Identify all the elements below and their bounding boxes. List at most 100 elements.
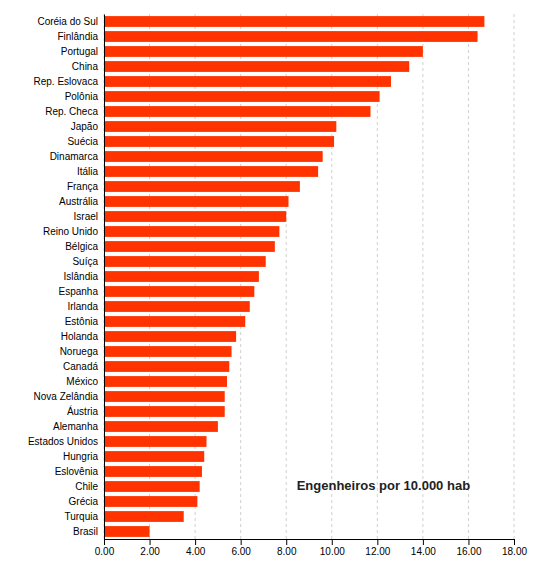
y-tick: Suíça — [72, 256, 98, 267]
x-tick-mark — [286, 539, 287, 545]
bar — [104, 196, 289, 207]
x-tick-mark — [241, 539, 242, 545]
y-tick: Finlândia — [57, 31, 98, 42]
y-tick-label: Irlanda — [67, 301, 98, 312]
y-tick: Alemanha — [53, 421, 98, 432]
y-axis-line — [104, 15, 105, 540]
y-tick: Coréia do Sul — [37, 16, 98, 27]
y-tick: Hungria — [63, 451, 98, 462]
y-tick: Estônia — [65, 316, 99, 327]
bar — [104, 376, 227, 387]
bar — [104, 526, 150, 537]
x-axis-line — [105, 540, 515, 546]
y-tick: Japão — [71, 121, 99, 132]
y-tick: Israel — [74, 211, 98, 222]
bar — [104, 151, 323, 162]
bar — [104, 256, 266, 267]
y-tick: Portugal — [61, 46, 98, 57]
bar — [104, 61, 409, 72]
x-tick: 18.00 — [502, 539, 527, 557]
bar — [104, 346, 232, 357]
bar — [104, 46, 423, 57]
bars — [104, 16, 484, 537]
x-tick: 8.00 — [277, 539, 297, 557]
y-tick-label: Islândia — [64, 271, 99, 282]
annotation: Engenheiros por 10.000 hab — [297, 478, 470, 493]
bar — [104, 181, 300, 192]
y-tick-label: Austrália — [59, 196, 98, 207]
y-tick-label: Itália — [77, 166, 99, 177]
bar — [104, 91, 380, 102]
y-tick: Austrália — [59, 196, 98, 207]
x-tick-label: 2.00 — [140, 546, 160, 557]
grid-line — [468, 14, 469, 539]
bar — [104, 451, 204, 462]
y-tick-label: Israel — [74, 211, 98, 222]
y-tick-label: Holanda — [61, 331, 99, 342]
grid — [104, 14, 514, 539]
y-tick: Dinamarca — [50, 151, 99, 162]
bar — [104, 286, 254, 297]
x-tick: 2.00 — [140, 539, 160, 557]
x-tick: 6.00 — [231, 539, 251, 557]
y-tick-label: China — [72, 61, 99, 72]
x-tick: 16.00 — [456, 539, 481, 557]
bar — [104, 496, 197, 507]
bar — [104, 31, 478, 42]
y-axis: Coréia do Sul Finlândia Portugal China Rep. … — [28, 15, 105, 540]
y-tick-label: Bélgica — [65, 241, 98, 252]
y-tick: Canadá — [63, 361, 98, 372]
y-tick: Áustria — [67, 405, 99, 417]
bar — [104, 136, 334, 147]
x-tick-mark — [514, 539, 515, 545]
x-tick: 4.00 — [186, 539, 206, 557]
y-tick: Rep. Eslovaca — [34, 76, 99, 87]
y-tick: Estados Unidos — [28, 436, 98, 447]
bar — [104, 76, 391, 87]
x-tick-mark — [104, 539, 105, 545]
x-axis: 0.002.004.006.008.0010.0012.0014.0016.00… — [95, 539, 528, 557]
bar — [104, 466, 202, 477]
y-tick-label: Portugal — [61, 46, 98, 57]
bar — [104, 166, 318, 177]
y-tick-label: Finlândia — [57, 31, 98, 42]
x-tick-mark — [423, 539, 424, 545]
x-tick: 12.00 — [365, 539, 390, 557]
bar — [104, 481, 200, 492]
y-tick-label: Áustria — [67, 405, 99, 417]
y-tick-label: Dinamarca — [50, 151, 99, 162]
bar — [104, 316, 245, 327]
y-tick: Eslovênia — [55, 466, 99, 477]
bar — [104, 331, 236, 342]
bar — [104, 436, 207, 447]
y-tick: Reino Unido — [43, 226, 98, 237]
bar — [104, 421, 218, 432]
y-tick-label: Polônia — [65, 91, 99, 102]
x-tick-label: 4.00 — [186, 546, 206, 557]
bar — [104, 301, 250, 312]
x-tick-mark — [468, 539, 469, 545]
y-tick: Islândia — [64, 271, 99, 282]
x-tick-mark — [195, 539, 196, 545]
x-tick-label: 0.00 — [95, 546, 115, 557]
y-tick: Itália — [77, 166, 99, 177]
y-tick-label: Hungria — [63, 451, 98, 462]
x-tick: 10.00 — [320, 539, 345, 557]
plot: 0.002.004.006.008.0010.0012.0014.0016.00… — [28, 14, 527, 557]
bar — [104, 16, 484, 27]
y-tick: Irlanda — [67, 301, 98, 312]
x-tick-label: 16.00 — [456, 546, 481, 557]
y-tick: Brasil — [73, 526, 98, 537]
y-tick-label: México — [66, 376, 98, 387]
y-tick-label: Nova Zelândia — [34, 391, 99, 402]
grid-line — [422, 14, 423, 539]
x-tick-label: 8.00 — [277, 546, 297, 557]
bar — [104, 226, 279, 237]
x-tick-mark — [332, 539, 333, 545]
y-tick: China — [72, 61, 99, 72]
y-tick-label: Rep. Checa — [45, 106, 98, 117]
y-tick-label: Rep. Eslovaca — [34, 76, 99, 87]
bar — [104, 211, 286, 222]
y-tick-label: Eslovênia — [55, 466, 99, 477]
bar — [104, 511, 184, 522]
